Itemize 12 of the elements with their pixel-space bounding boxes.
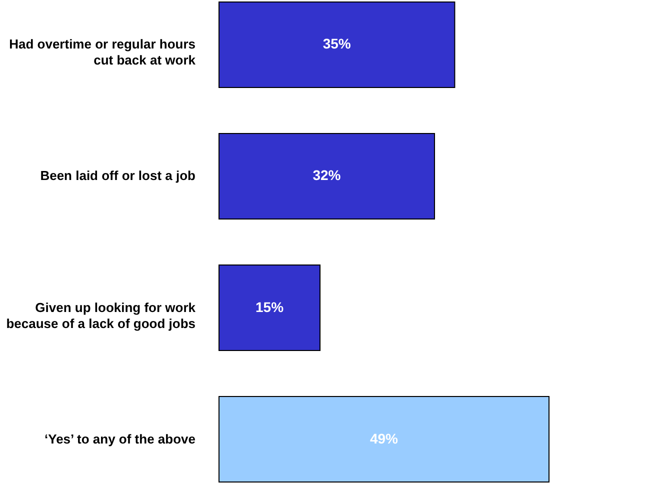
y-tick-label: Given up looking for work because of a lack of good jobs (6, 300, 196, 331)
y-tick-label: Been laid off or lost a job (40, 168, 196, 184)
y-tick-label: Had overtime or regular hours cut back at work (9, 36, 196, 68)
y-tick-label: ‘Yes’ to any of the above (44, 431, 196, 446)
bar (218, 133, 436, 220)
data-label: 49% (370, 430, 399, 446)
bar (218, 264, 321, 351)
data-label: 32% (312, 167, 342, 184)
bar (218, 396, 550, 482)
data-label: 15% (255, 298, 284, 315)
data-label: 35% (322, 36, 352, 52)
bar (218, 2, 456, 88)
